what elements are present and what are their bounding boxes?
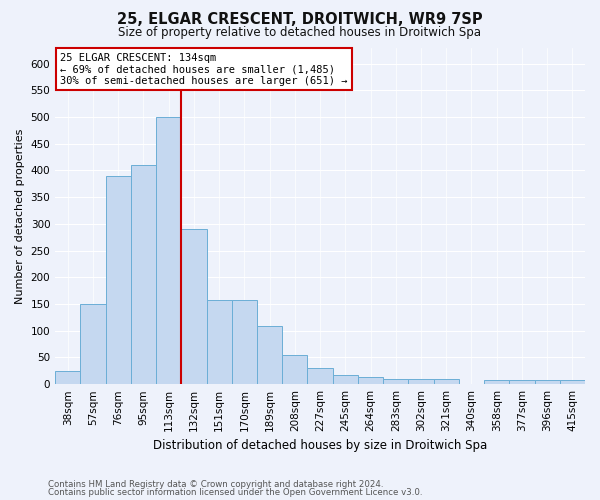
Text: Contains public sector information licensed under the Open Government Licence v3: Contains public sector information licen… <box>48 488 422 497</box>
Bar <box>156 117 181 384</box>
Bar <box>55 371 80 384</box>
Bar <box>358 377 383 384</box>
Bar <box>106 176 131 384</box>
Bar <box>80 304 106 384</box>
X-axis label: Distribution of detached houses by size in Droitwich Spa: Distribution of detached houses by size … <box>153 440 487 452</box>
Bar <box>282 355 307 384</box>
Bar <box>434 379 459 384</box>
Bar <box>332 374 358 384</box>
Bar <box>383 379 409 384</box>
Bar <box>560 380 585 384</box>
Y-axis label: Number of detached properties: Number of detached properties <box>15 128 25 304</box>
Bar <box>509 380 535 384</box>
Text: 25 ELGAR CRESCENT: 134sqm
← 69% of detached houses are smaller (1,485)
30% of se: 25 ELGAR CRESCENT: 134sqm ← 69% of detac… <box>61 52 348 86</box>
Bar <box>307 368 332 384</box>
Bar <box>257 326 282 384</box>
Text: Size of property relative to detached houses in Droitwich Spa: Size of property relative to detached ho… <box>119 26 482 39</box>
Text: Contains HM Land Registry data © Crown copyright and database right 2024.: Contains HM Land Registry data © Crown c… <box>48 480 383 489</box>
Text: 25, ELGAR CRESCENT, DROITWICH, WR9 7SP: 25, ELGAR CRESCENT, DROITWICH, WR9 7SP <box>117 12 483 28</box>
Bar <box>232 300 257 384</box>
Bar <box>535 380 560 384</box>
Bar <box>206 300 232 384</box>
Bar <box>409 379 434 384</box>
Bar <box>131 165 156 384</box>
Bar <box>484 380 509 384</box>
Bar <box>181 229 206 384</box>
